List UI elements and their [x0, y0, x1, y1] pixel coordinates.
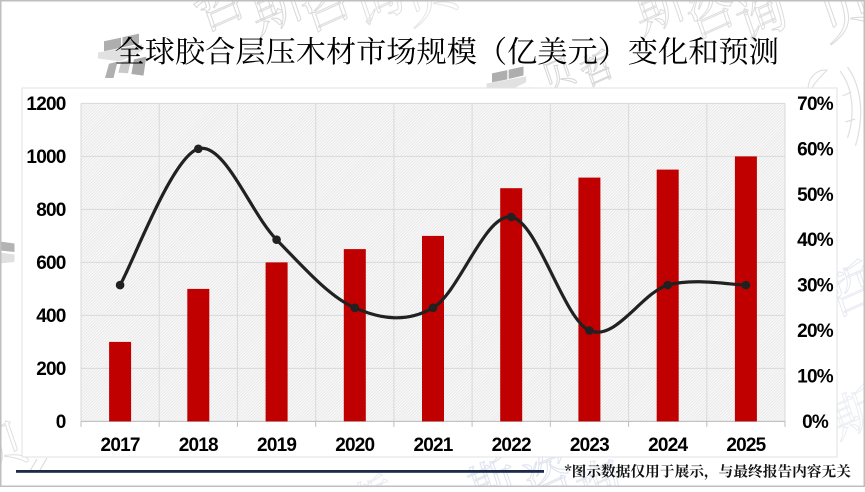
svg-text:1000: 1000	[26, 147, 65, 168]
svg-text:2020: 2020	[335, 435, 374, 456]
svg-text:2017: 2017	[101, 435, 140, 456]
svg-text:60%: 60%	[797, 139, 834, 160]
svg-text:0%: 0%	[802, 412, 829, 433]
svg-text:2019: 2019	[257, 435, 296, 456]
svg-text:200: 200	[36, 359, 66, 380]
svg-text:600: 600	[36, 253, 66, 274]
svg-text:2022: 2022	[492, 435, 531, 456]
svg-text:2025: 2025	[726, 435, 766, 456]
svg-text:2024: 2024	[648, 435, 688, 456]
svg-text:10%: 10%	[797, 367, 834, 388]
svg-text:1200: 1200	[26, 94, 65, 115]
svg-text:800: 800	[36, 200, 66, 221]
svg-text:2023: 2023	[570, 435, 609, 456]
svg-text:2021: 2021	[413, 435, 453, 456]
svg-text:2018: 2018	[179, 435, 218, 456]
svg-text:70%: 70%	[797, 94, 834, 115]
svg-text:20%: 20%	[797, 321, 834, 342]
svg-text:50%: 50%	[797, 185, 834, 206]
svg-text:40%: 40%	[797, 230, 834, 251]
svg-text:0: 0	[56, 412, 66, 433]
svg-text:400: 400	[36, 306, 66, 327]
svg-text:30%: 30%	[797, 276, 834, 297]
